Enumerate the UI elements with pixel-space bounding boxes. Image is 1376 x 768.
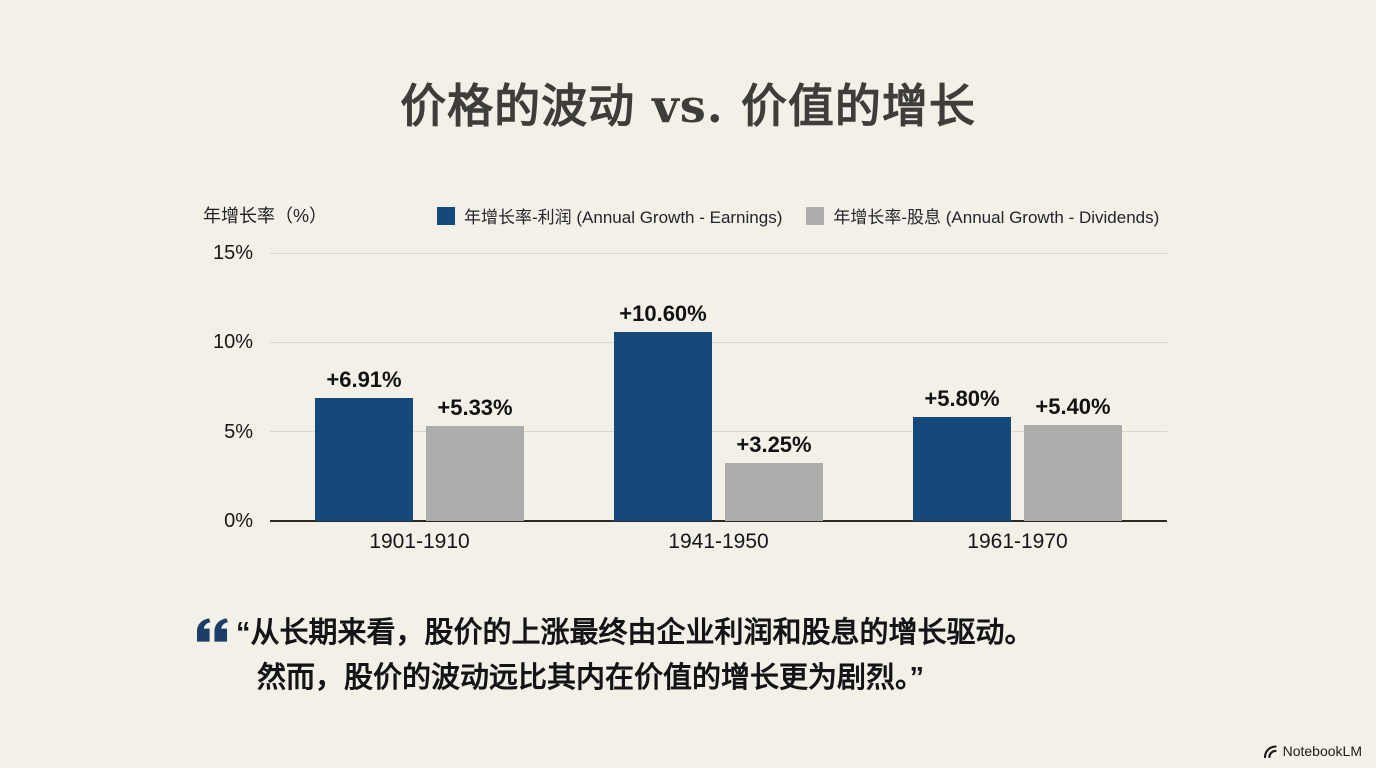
bar-wrap: +3.25%: [725, 432, 823, 521]
legend-item-earnings: 年增长率-利润 (Annual Growth - Earnings): [437, 203, 782, 228]
legend-label-earnings: 年增长率-利润 (Annual Growth - Earnings): [464, 208, 783, 227]
x-axis-line: [270, 520, 1167, 522]
bar-wrap: +5.33%: [426, 395, 524, 521]
slide-title: 价格的波动 vs. 价值的增长: [400, 79, 976, 133]
y-tick-label: 15%: [212, 242, 253, 264]
bar: [913, 417, 1011, 521]
category-label: 1901-1910: [369, 530, 470, 553]
quote-left-icon: [197, 618, 228, 647]
quote-block: “从长期来看，股价的上涨最终由企业利润和股息的增长驱动。 然而，股价的波动远比其…: [197, 611, 1034, 701]
earnings-swatch-icon: [437, 206, 455, 225]
y-tick-label: 5%: [224, 420, 253, 443]
category-label: 1961-1970: [967, 530, 1068, 553]
bar-wrap: +6.91%: [315, 367, 413, 521]
notebooklm-logo-icon: [1262, 744, 1278, 759]
bar-value-label: +6.91%: [326, 366, 402, 392]
bar-value-label: +5.40%: [1035, 393, 1111, 419]
gridline: [270, 341, 1167, 343]
bar: [426, 425, 524, 521]
y-axis-title: 年增长率（%）: [203, 206, 328, 226]
bar-group: +5.80% +5.40% 1961-1970: [868, 253, 1167, 553]
y-tick-label: 0%: [224, 510, 253, 532]
quote-line-2: 然而，股价的波动远比其内在价值的增长更为剧烈。”: [257, 662, 925, 694]
bar: [1024, 424, 1122, 521]
bar-value-label: +3.25%: [736, 431, 812, 457]
bar-value-label: +5.33%: [437, 394, 513, 420]
gridline: [270, 252, 1167, 254]
bar-group: +10.60% +3.25% 1941-1950: [569, 253, 868, 553]
category-label: 1941-1950: [668, 530, 769, 553]
watermark: NotebookLM: [1262, 743, 1362, 759]
dividends-swatch-icon: [806, 206, 825, 225]
bar: [614, 331, 712, 521]
bar-wrap: +10.60%: [614, 301, 712, 521]
chart-legend: 年增长率-利润 (Annual Growth - Earnings) 年增长率-…: [437, 203, 1159, 228]
bar: [315, 397, 413, 521]
legend-item-dividends: 年增长率-股息 (Annual Growth - Dividends): [806, 203, 1159, 228]
quote-text: “从长期来看，股价的上涨最终由企业利润和股息的增长驱动。 然而，股价的波动远比其…: [236, 611, 1034, 701]
plot-area: 0% 5% 10% 15% +6.91% +5.33% 1901-1910 +10.60% +3…: [213, 242, 1167, 553]
bar: [725, 462, 823, 521]
quote-line-1: “从长期来看，股价的上涨最终由企业利润和股息的增长驱动。: [236, 617, 1034, 649]
legend-label-dividends: 年增长率-股息 (Annual Growth - Dividends): [833, 208, 1160, 227]
bar-group: +6.91% +5.33% 1901-1910: [270, 253, 569, 553]
bar-value-label: +5.80%: [924, 386, 1000, 412]
gridline: [270, 431, 1167, 433]
watermark-label: NotebookLM: [1282, 743, 1362, 759]
y-tick-label: 10%: [212, 331, 253, 354]
bar-value-label: +10.60%: [619, 300, 707, 326]
bar-wrap: +5.40%: [1024, 394, 1122, 521]
bar-wrap: +5.80%: [913, 386, 1011, 521]
